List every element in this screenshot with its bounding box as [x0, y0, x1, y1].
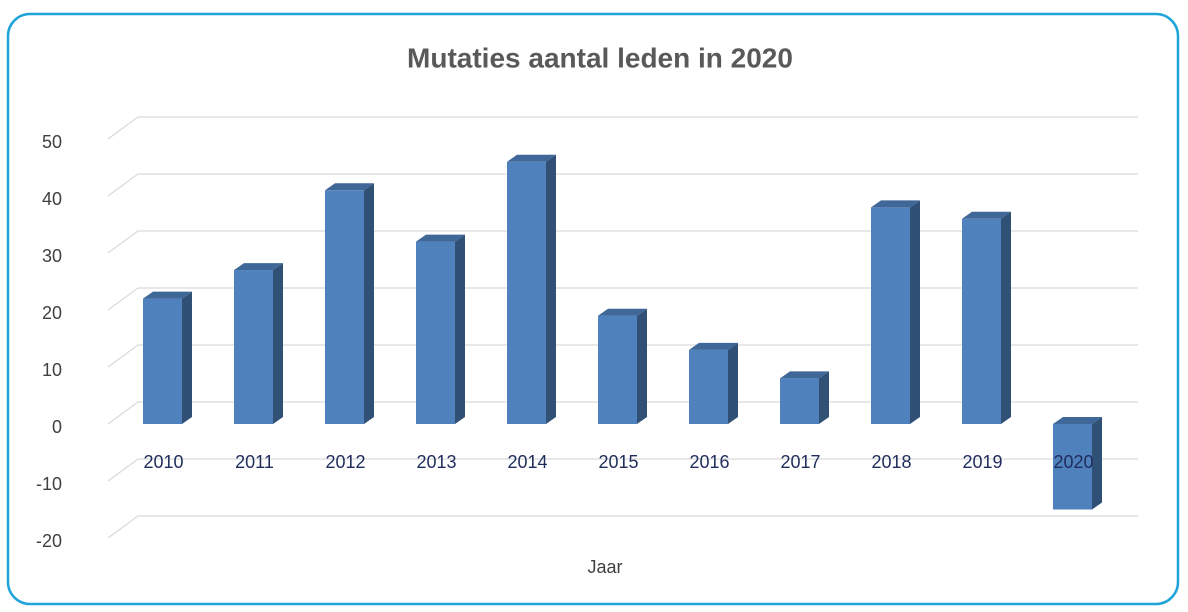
y-tick-label: 40	[42, 189, 62, 209]
bar-front	[234, 270, 273, 424]
bar-side	[819, 371, 829, 424]
bar-side	[1001, 211, 1011, 424]
grid-line	[107, 344, 1138, 368]
bar-side	[1092, 417, 1102, 510]
chart-border	[6, 12, 1180, 606]
x-tick-label: 2018	[871, 452, 911, 472]
grid-line	[107, 458, 1138, 482]
bar-front	[962, 218, 1001, 424]
bar-front	[325, 190, 364, 424]
x-tick-label: 2012	[325, 452, 365, 472]
x-tick-label: 2016	[689, 452, 729, 472]
bar-top	[507, 154, 556, 162]
x-tick-label: 2014	[507, 452, 547, 472]
bar-top	[1053, 417, 1102, 424]
bar-front	[689, 349, 728, 424]
bar-top	[871, 200, 920, 208]
bar-side	[182, 291, 192, 424]
bar-side	[455, 234, 465, 424]
bar-side	[546, 154, 556, 425]
x-tick-label: 2015	[598, 452, 638, 472]
x-axis-title: Jaar	[587, 557, 622, 577]
bar-front	[507, 161, 546, 425]
grid-line	[107, 230, 1138, 254]
bar-front	[871, 207, 910, 424]
bar-front	[143, 298, 182, 424]
y-tick-label: 30	[42, 246, 62, 266]
x-tick-label: 2013	[416, 452, 456, 472]
bar-front	[598, 315, 637, 424]
bar-side	[910, 200, 920, 424]
bar-front	[780, 378, 819, 424]
bar-side	[273, 263, 283, 424]
bar-top	[689, 342, 738, 350]
grid-line	[107, 515, 1138, 539]
y-tick-label: 20	[42, 303, 62, 323]
bar-top	[143, 291, 192, 299]
bar-front	[416, 241, 455, 424]
bar-top	[598, 308, 647, 316]
x-tick-label: 2010	[143, 452, 183, 472]
bar-side	[364, 183, 374, 424]
bar-top	[962, 211, 1011, 219]
bar-top	[416, 234, 465, 242]
bar-top	[234, 263, 283, 271]
bar-side	[637, 308, 647, 424]
x-tick-label: 2017	[780, 452, 820, 472]
grid-line	[107, 287, 1138, 311]
x-tick-label: 2011	[235, 452, 274, 472]
grid-line	[107, 173, 1138, 197]
chart-title: Mutaties aantal leden in 2020	[407, 42, 793, 73]
x-tick-label: 2019	[962, 452, 1002, 472]
bar-front	[1053, 424, 1092, 510]
bar-top	[325, 183, 374, 191]
bar-side	[728, 342, 738, 424]
y-tick-label: -10	[36, 474, 62, 494]
x-tick-label: 2020	[1053, 452, 1093, 472]
grid-line	[107, 116, 1138, 140]
y-tick-label: 10	[42, 360, 62, 380]
y-tick-label: -20	[36, 531, 62, 551]
y-tick-label: 0	[52, 417, 62, 437]
y-tick-label: 50	[42, 132, 62, 152]
bar-top	[780, 371, 829, 379]
